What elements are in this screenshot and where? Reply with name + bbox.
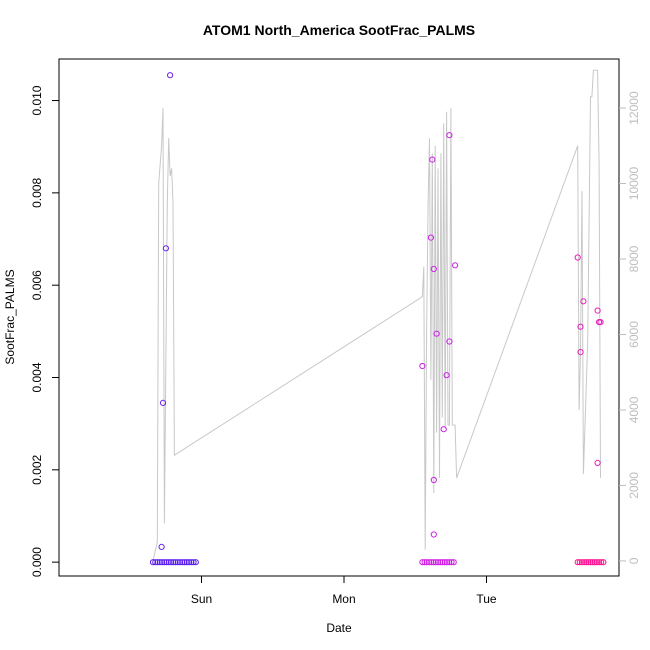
data-point	[430, 531, 437, 538]
data-point	[190, 559, 197, 566]
data-point	[430, 559, 437, 566]
data-point	[434, 559, 442, 566]
data-point	[421, 559, 428, 566]
altitude-line-layer	[152, 69, 601, 562]
plot-area	[58, 58, 620, 577]
data-point	[159, 399, 167, 406]
data-point	[419, 362, 426, 370]
data-point	[427, 234, 434, 241]
y2-tick-label: 2000	[627, 472, 641, 499]
data-point	[452, 262, 459, 269]
data-point	[450, 559, 457, 566]
data-point	[591, 559, 598, 566]
x-tick-label: Tue	[476, 592, 497, 606]
data-point	[152, 559, 159, 566]
data-point	[433, 330, 440, 337]
data-point	[440, 426, 447, 433]
y2-tick-label: 10000	[627, 167, 641, 201]
data-point	[161, 559, 168, 566]
data-point	[154, 559, 161, 566]
data-point	[158, 559, 166, 566]
chart-title: ATOM1 North_America SootFrac_PALMS	[203, 22, 475, 38]
data-point	[597, 319, 604, 326]
data-point	[172, 559, 179, 566]
data-point	[183, 559, 190, 566]
data-point	[576, 559, 583, 566]
data-point	[419, 559, 426, 566]
y2-tick-label: 12000	[627, 91, 641, 125]
data-point	[574, 254, 581, 261]
data-point	[428, 559, 435, 566]
y-tick-label: 0.008	[30, 178, 44, 208]
data-point	[446, 559, 453, 566]
data-point	[430, 476, 437, 484]
data-point	[446, 338, 453, 345]
data-point	[446, 132, 453, 139]
y-tick-label: 0.006	[30, 270, 44, 300]
data-point	[179, 559, 186, 566]
data-point	[437, 559, 444, 566]
data-point	[185, 559, 193, 566]
data-point	[596, 559, 603, 566]
y-axis: 0.000 0.002 0.004 0.006 0.008 0.010	[30, 85, 59, 577]
y2-tick-label: 4000	[627, 396, 641, 423]
data-point	[448, 559, 455, 566]
data-point	[589, 559, 596, 566]
data-point	[581, 559, 588, 566]
secondary-y-axis: 0 2000 4000 6000 8000 10000 12000	[619, 91, 641, 564]
data-point	[162, 245, 169, 252]
data-point	[580, 298, 587, 305]
data-point	[443, 559, 451, 566]
y2-tick-label: 6000	[627, 321, 641, 348]
data-point	[149, 559, 157, 566]
data-point	[432, 559, 439, 566]
data-point	[441, 559, 448, 566]
data-point	[587, 559, 594, 566]
data-point	[594, 307, 601, 314]
data-point	[176, 559, 184, 566]
data-point	[583, 559, 590, 566]
x-axis: Sun Mon Tue	[191, 576, 497, 606]
data-point	[174, 559, 181, 566]
data-point	[593, 559, 601, 566]
data-point	[600, 559, 607, 566]
data-point	[426, 559, 433, 566]
data-point	[167, 559, 175, 566]
data-point	[181, 559, 188, 566]
data-point	[158, 543, 165, 551]
data-point	[430, 265, 437, 273]
x-tick-label: Mon	[332, 592, 355, 606]
y-tick-label: 0.002	[30, 454, 44, 484]
data-point	[577, 349, 584, 356]
y2-tick-label: 0	[627, 557, 641, 564]
data-point	[585, 559, 592, 566]
data-point	[165, 559, 172, 566]
y-tick-label: 0.004	[30, 362, 44, 392]
data-point	[423, 559, 430, 566]
y-axis-label: SootFrac_PALMS	[3, 269, 17, 364]
y-tick-label: 0.000	[30, 547, 44, 577]
data-point	[156, 559, 163, 566]
data-point	[192, 559, 199, 566]
altitude-line	[152, 69, 601, 562]
data-point	[163, 559, 170, 566]
data-point	[188, 559, 195, 566]
x-axis-label: Date	[326, 621, 352, 635]
data-point	[574, 559, 581, 566]
points-layer	[149, 72, 607, 566]
x-tick-label: Sun	[191, 592, 212, 606]
data-point	[170, 559, 177, 566]
data-point	[598, 559, 605, 566]
data-point	[443, 372, 450, 379]
data-point	[429, 156, 436, 163]
y2-tick-label: 8000	[627, 245, 641, 272]
data-point	[167, 72, 174, 79]
data-point	[594, 459, 601, 466]
data-point	[439, 559, 446, 566]
y-tick-label: 0.010	[30, 85, 44, 115]
data-point	[577, 323, 584, 330]
data-point	[578, 559, 586, 566]
